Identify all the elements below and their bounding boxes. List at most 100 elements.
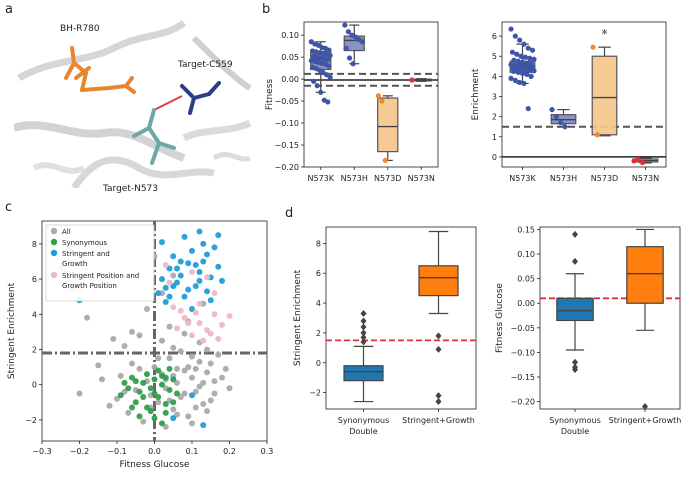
data-point: [549, 107, 555, 113]
scatter-point: [207, 397, 214, 404]
data-point: [635, 156, 641, 162]
box-flier: [360, 317, 367, 325]
scatter-point: [174, 411, 180, 418]
scatter-point: [166, 355, 173, 362]
scatter-point: [144, 306, 150, 312]
y-tick-label: −2: [25, 416, 37, 425]
scatter-point: [162, 409, 169, 416]
legend-marker: [50, 249, 58, 257]
data-point: [525, 45, 531, 51]
data-point: [518, 53, 524, 59]
box-flier: [360, 323, 367, 331]
x-tick-label: N573H: [550, 174, 577, 183]
scatter-point: [170, 253, 177, 260]
scatter-point: [196, 300, 203, 307]
scatter-point: [196, 228, 203, 235]
scatter-point: [204, 369, 210, 376]
box-flier: [572, 230, 578, 238]
data-point: [379, 98, 385, 104]
x-tick-label: N573K: [509, 174, 536, 183]
data-point: [318, 89, 324, 95]
scatter-point: [162, 401, 169, 408]
x-tick-label: N573D: [591, 174, 618, 183]
y-tick-label: 2: [316, 329, 321, 338]
y-axis-label: Stringent Enrichment: [7, 282, 17, 379]
data-point: [518, 66, 524, 72]
scatter-point: [121, 388, 128, 395]
y-tick-label: 0.05: [281, 53, 299, 62]
scatter-point: [129, 360, 135, 367]
scatter-point: [226, 385, 233, 392]
x-tick-label: −0.1: [107, 447, 126, 456]
scatter-point: [136, 413, 143, 420]
legend-label: All: [62, 228, 71, 236]
scatter-point: [204, 274, 210, 281]
data-point: [517, 79, 523, 86]
scatter-point: [144, 371, 150, 378]
scatter-point: [181, 330, 188, 337]
plot-frame: [501, 21, 667, 168]
data-point: [326, 63, 332, 69]
plot-frame: [303, 21, 439, 168]
label-target-c559: Target-C559: [178, 60, 233, 70]
scatter-point: [189, 374, 195, 381]
y-tick-label: 8: [316, 239, 321, 248]
data-point: [359, 39, 366, 45]
data-point: [508, 75, 514, 81]
scatter-point: [151, 364, 158, 371]
y-tick-label: 0.00: [517, 299, 535, 308]
x-tick-label: 0.3: [261, 447, 274, 456]
scatter-point: [207, 360, 214, 367]
scatter-point: [192, 388, 199, 395]
data-point: [562, 124, 568, 130]
scatter-point: [136, 365, 143, 372]
data-point: [590, 44, 596, 50]
y-axis-label: Fitness Glucose: [495, 283, 505, 353]
scatter-point: [162, 284, 169, 291]
scatter-point: [136, 388, 143, 395]
legend-label: Growth: [62, 260, 87, 268]
y-axis-label: Stringent Enrichment: [293, 269, 303, 366]
data-point: [311, 78, 317, 84]
box-body: [377, 97, 399, 153]
y-tick-label: 6: [492, 32, 497, 41]
scatter-point: [204, 327, 210, 334]
scatter-point: [170, 399, 177, 406]
y-tick-label: 0.00: [281, 75, 299, 84]
data-point: [522, 66, 528, 72]
scatter-point: [196, 320, 203, 327]
x-tick-label: −0.3: [32, 447, 51, 456]
scatter-point: [200, 422, 207, 429]
data-point: [594, 132, 600, 138]
scatter-point: [155, 290, 162, 297]
data-point: [511, 68, 517, 74]
data-point: [640, 159, 646, 166]
box-body: [343, 365, 384, 382]
data-point: [512, 77, 518, 84]
significance-marker: *: [602, 27, 608, 41]
box-flier: [360, 333, 367, 341]
box-flier: [435, 332, 442, 340]
scatter-point: [181, 233, 188, 240]
scatter-point: [185, 260, 192, 267]
scatter-point: [155, 399, 162, 406]
box-flier: [360, 338, 367, 346]
scatter-point: [219, 321, 225, 328]
scatter-point: [155, 355, 162, 362]
scatter-point: [174, 379, 180, 386]
scatter-point: [151, 376, 158, 383]
data-point: [524, 71, 530, 77]
scatter-point: [147, 408, 154, 415]
data-point: [326, 47, 332, 53]
box-flier: [435, 345, 442, 353]
y-tick-label: −0.10: [510, 348, 535, 357]
scatter-point: [170, 415, 177, 422]
scatter-point: [189, 306, 195, 312]
data-point: [325, 99, 331, 105]
plot-frame: [325, 226, 477, 410]
y-tick-label: 6: [32, 275, 37, 284]
y-tick-label: −0.15: [274, 141, 299, 150]
panel-label-b: b: [262, 2, 271, 17]
scatter-point: [200, 379, 207, 386]
